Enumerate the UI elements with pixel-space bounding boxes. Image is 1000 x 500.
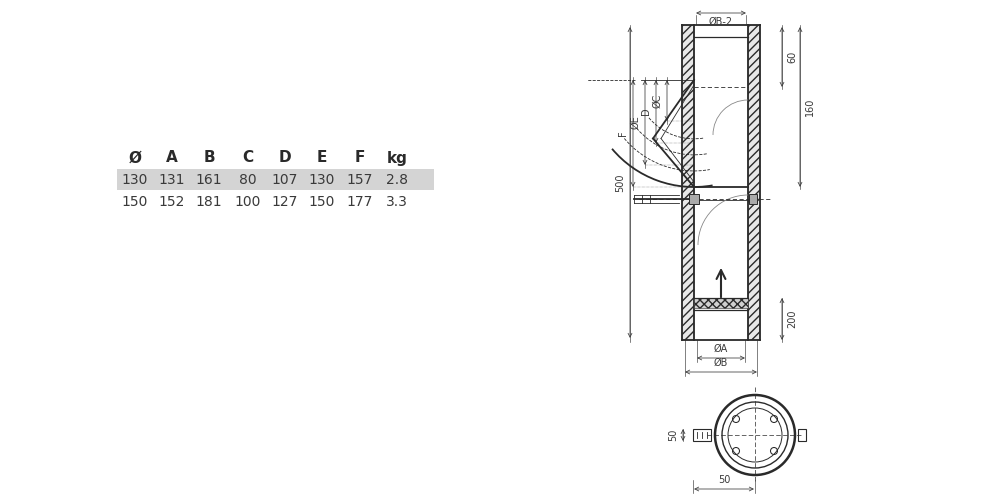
Text: 100: 100 bbox=[235, 194, 261, 208]
Text: 127: 127 bbox=[272, 194, 298, 208]
Text: 130: 130 bbox=[122, 172, 148, 186]
Text: B: B bbox=[203, 150, 215, 166]
Text: 2.8: 2.8 bbox=[386, 172, 408, 186]
Text: 150: 150 bbox=[309, 194, 335, 208]
Text: 157: 157 bbox=[347, 172, 373, 186]
Bar bbox=[693, 429, 711, 441]
Bar bbox=[748, 25, 760, 340]
Text: 50: 50 bbox=[718, 475, 730, 485]
Text: 130: 130 bbox=[309, 172, 335, 186]
Text: 60: 60 bbox=[787, 51, 797, 63]
Text: ØA: ØA bbox=[714, 344, 728, 354]
Text: 500: 500 bbox=[615, 174, 625, 192]
Bar bbox=[798, 429, 806, 441]
Text: 160: 160 bbox=[805, 98, 815, 116]
Text: 161: 161 bbox=[196, 172, 222, 186]
Text: ØC: ØC bbox=[652, 94, 662, 108]
Text: F: F bbox=[618, 130, 628, 136]
Text: 177: 177 bbox=[347, 194, 373, 208]
Text: 50: 50 bbox=[668, 429, 678, 441]
Text: A: A bbox=[166, 150, 178, 166]
Text: C: C bbox=[242, 150, 254, 166]
Bar bbox=[689, 194, 699, 204]
Bar bbox=[682, 25, 694, 340]
Text: ØB-2: ØB-2 bbox=[709, 17, 733, 27]
Text: ØE: ØE bbox=[630, 116, 640, 130]
Text: D: D bbox=[279, 150, 291, 166]
Text: ØB: ØB bbox=[714, 358, 728, 368]
Text: 150: 150 bbox=[122, 194, 148, 208]
Bar bbox=[749, 194, 757, 204]
Text: 200: 200 bbox=[787, 310, 797, 328]
Bar bbox=[694, 298, 748, 308]
Text: 107: 107 bbox=[272, 172, 298, 186]
Text: F: F bbox=[355, 150, 365, 166]
Text: 181: 181 bbox=[196, 194, 222, 208]
Text: 152: 152 bbox=[159, 194, 185, 208]
Bar bbox=[117, 169, 434, 190]
Text: E: E bbox=[317, 150, 327, 166]
Text: D: D bbox=[641, 108, 651, 116]
Text: Ø: Ø bbox=[128, 150, 142, 166]
Text: 80: 80 bbox=[239, 172, 257, 186]
Text: 131: 131 bbox=[159, 172, 185, 186]
Text: 3.3: 3.3 bbox=[386, 194, 408, 208]
Text: kg: kg bbox=[387, 150, 407, 166]
